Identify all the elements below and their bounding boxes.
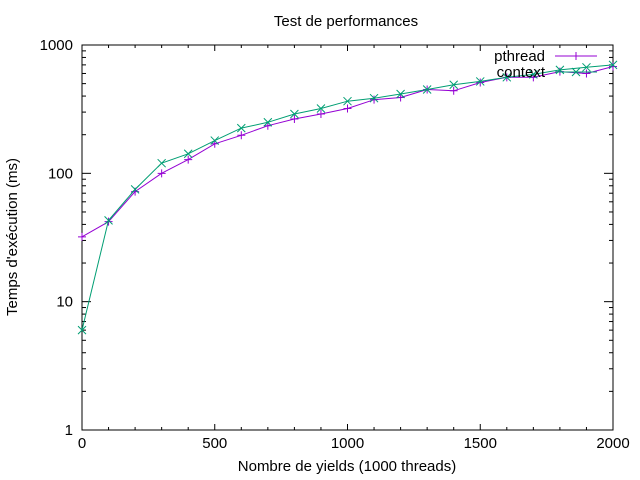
data-point-context bbox=[396, 89, 405, 99]
data-point-context bbox=[555, 65, 565, 75]
data-point-context bbox=[449, 80, 459, 90]
data-point-pthread bbox=[263, 121, 272, 130]
x-tick-label: 500 bbox=[202, 435, 227, 452]
legend-label-context: context bbox=[497, 64, 546, 81]
series-layer bbox=[77, 60, 618, 335]
data-point-context bbox=[422, 85, 432, 94]
plot-frame bbox=[81, 44, 614, 431]
y-tick-label: 10 bbox=[56, 294, 73, 311]
x-axis-ticks: 0 500 1000 1500 2000 bbox=[78, 45, 630, 452]
data-point-pthread bbox=[370, 95, 379, 104]
chart-title: Test de performances bbox=[274, 13, 418, 30]
data-point-context bbox=[502, 72, 512, 82]
data-point-context bbox=[236, 123, 246, 133]
data-point-context bbox=[316, 104, 326, 113]
x-tick-label: 1000 bbox=[331, 435, 364, 452]
data-point-context bbox=[369, 93, 379, 103]
y-axis-ticks: 1 10 100 1000 bbox=[40, 37, 613, 439]
data-point-pthread bbox=[290, 115, 299, 124]
data-point-pthread bbox=[237, 131, 246, 140]
legend-marker-pthread bbox=[572, 52, 580, 60]
data-point-context bbox=[528, 70, 538, 79]
y-tick-label: 1000 bbox=[40, 37, 73, 54]
series-pthread bbox=[78, 62, 617, 241]
data-point-pthread bbox=[396, 93, 405, 102]
y-tick-label: 100 bbox=[48, 165, 73, 182]
data-point-context bbox=[582, 62, 591, 72]
data-point-context bbox=[608, 60, 618, 70]
x-tick-label: 1500 bbox=[464, 435, 497, 452]
data-point-pthread bbox=[157, 169, 166, 178]
data-point-context bbox=[475, 77, 485, 86]
x-axis-label: Nombre de yields (1000 threads) bbox=[238, 458, 456, 475]
data-point-context bbox=[263, 117, 273, 127]
series-context bbox=[77, 60, 618, 335]
data-point-context bbox=[343, 96, 352, 106]
data-point-pthread bbox=[449, 86, 458, 95]
data-point-pthread bbox=[609, 62, 617, 71]
x-tick-label: 0 bbox=[78, 435, 86, 452]
legend-marker-context bbox=[571, 67, 581, 77]
x-tick-label: 2000 bbox=[596, 435, 629, 452]
data-point-context bbox=[157, 158, 167, 168]
data-point-context bbox=[130, 185, 140, 194]
data-point-context bbox=[183, 149, 193, 159]
y-axis-label: Temps d'exécution (ms) bbox=[4, 158, 21, 316]
data-point-pthread bbox=[316, 109, 325, 118]
data-point-pthread bbox=[78, 232, 86, 241]
data-point-pthread bbox=[184, 155, 193, 164]
data-point-pthread bbox=[476, 78, 485, 87]
data-point-context bbox=[104, 216, 113, 225]
legend-label-pthread: pthread bbox=[494, 48, 545, 65]
data-point-context bbox=[77, 325, 87, 335]
data-point-context bbox=[210, 136, 220, 145]
data-point-context bbox=[290, 109, 299, 119]
y-tick-label: 1 bbox=[65, 422, 73, 439]
data-point-pthread bbox=[582, 69, 591, 78]
data-point-pthread bbox=[343, 104, 352, 113]
series-line-pthread bbox=[81, 66, 614, 238]
